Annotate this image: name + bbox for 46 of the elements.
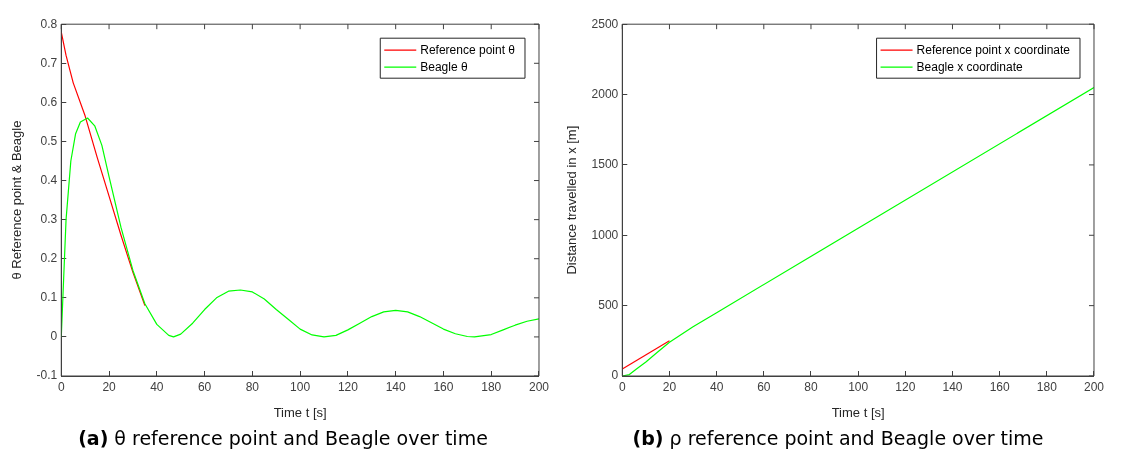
- y-tick-label: 2500: [591, 16, 619, 31]
- x-tick-label: 20: [102, 379, 117, 394]
- x-tick-label: 20: [662, 379, 677, 394]
- text: (b) ρ reference point and Beagle over time: [632, 427, 1044, 449]
- y-tick-label: 0: [50, 329, 58, 344]
- y-tick-label: 0.6: [40, 94, 58, 109]
- x-axis-title: Time t [s]: [831, 404, 885, 420]
- y-tick-label: 0.4: [40, 172, 58, 187]
- y-axis-title: θ Reference point & Beagle: [9, 120, 25, 280]
- y-tick-label: 0.5: [40, 133, 58, 148]
- x-tick-label: 40: [150, 379, 164, 394]
- y-axis-title: Distance travelled in x [m]: [564, 125, 580, 275]
- x-tick-label: 40: [709, 379, 724, 394]
- x-tick-label: 120: [895, 379, 916, 394]
- x-tick-label: 60: [757, 379, 771, 394]
- legend-label: Beagle x coordinate: [916, 59, 1023, 74]
- x-tick-label: 160: [433, 379, 454, 394]
- y-tick-label: -0.1: [36, 368, 58, 383]
- x-tick-label: 180: [1036, 379, 1058, 394]
- y-tick-label: 0.1: [40, 290, 58, 305]
- y-tick-label: 500: [598, 297, 619, 312]
- x-tick-label: 80: [245, 379, 260, 394]
- x-tick-label: 60: [197, 379, 212, 394]
- x-tick-label: 180: [481, 379, 502, 394]
- y-tick-label: 0.7: [40, 55, 58, 70]
- y-tick-label: 0: [611, 368, 619, 383]
- y-tick-label: 2000: [591, 86, 619, 101]
- y-tick-label: 0.8: [40, 16, 58, 31]
- x-tick-label: 100: [290, 379, 311, 394]
- x-tick-label: 200: [1083, 379, 1105, 394]
- x-tick-label: 140: [942, 379, 963, 394]
- y-tick-label: 1500: [591, 157, 619, 172]
- x-tick-label: 80: [804, 379, 818, 394]
- y-tick-label: 0.3: [40, 211, 58, 226]
- x-tick-label: 160: [989, 379, 1010, 394]
- x-tick-label: 100: [848, 379, 869, 394]
- y-tick-label: 1000: [591, 227, 619, 242]
- x-tick-label: 140: [385, 379, 407, 394]
- x-axis-title: Time t [s]: [273, 404, 327, 420]
- x-tick-label: 200: [528, 379, 550, 394]
- legend-label: Beagle θ: [420, 59, 468, 74]
- legend-label: Reference point θ: [420, 42, 516, 57]
- y-tick-label: 0.2: [40, 251, 58, 266]
- legend-label: Reference point x coordinate: [916, 42, 1071, 57]
- x-tick-label: 120: [337, 379, 359, 394]
- text: (a) θ reference point and Beagle over time: [78, 427, 488, 449]
